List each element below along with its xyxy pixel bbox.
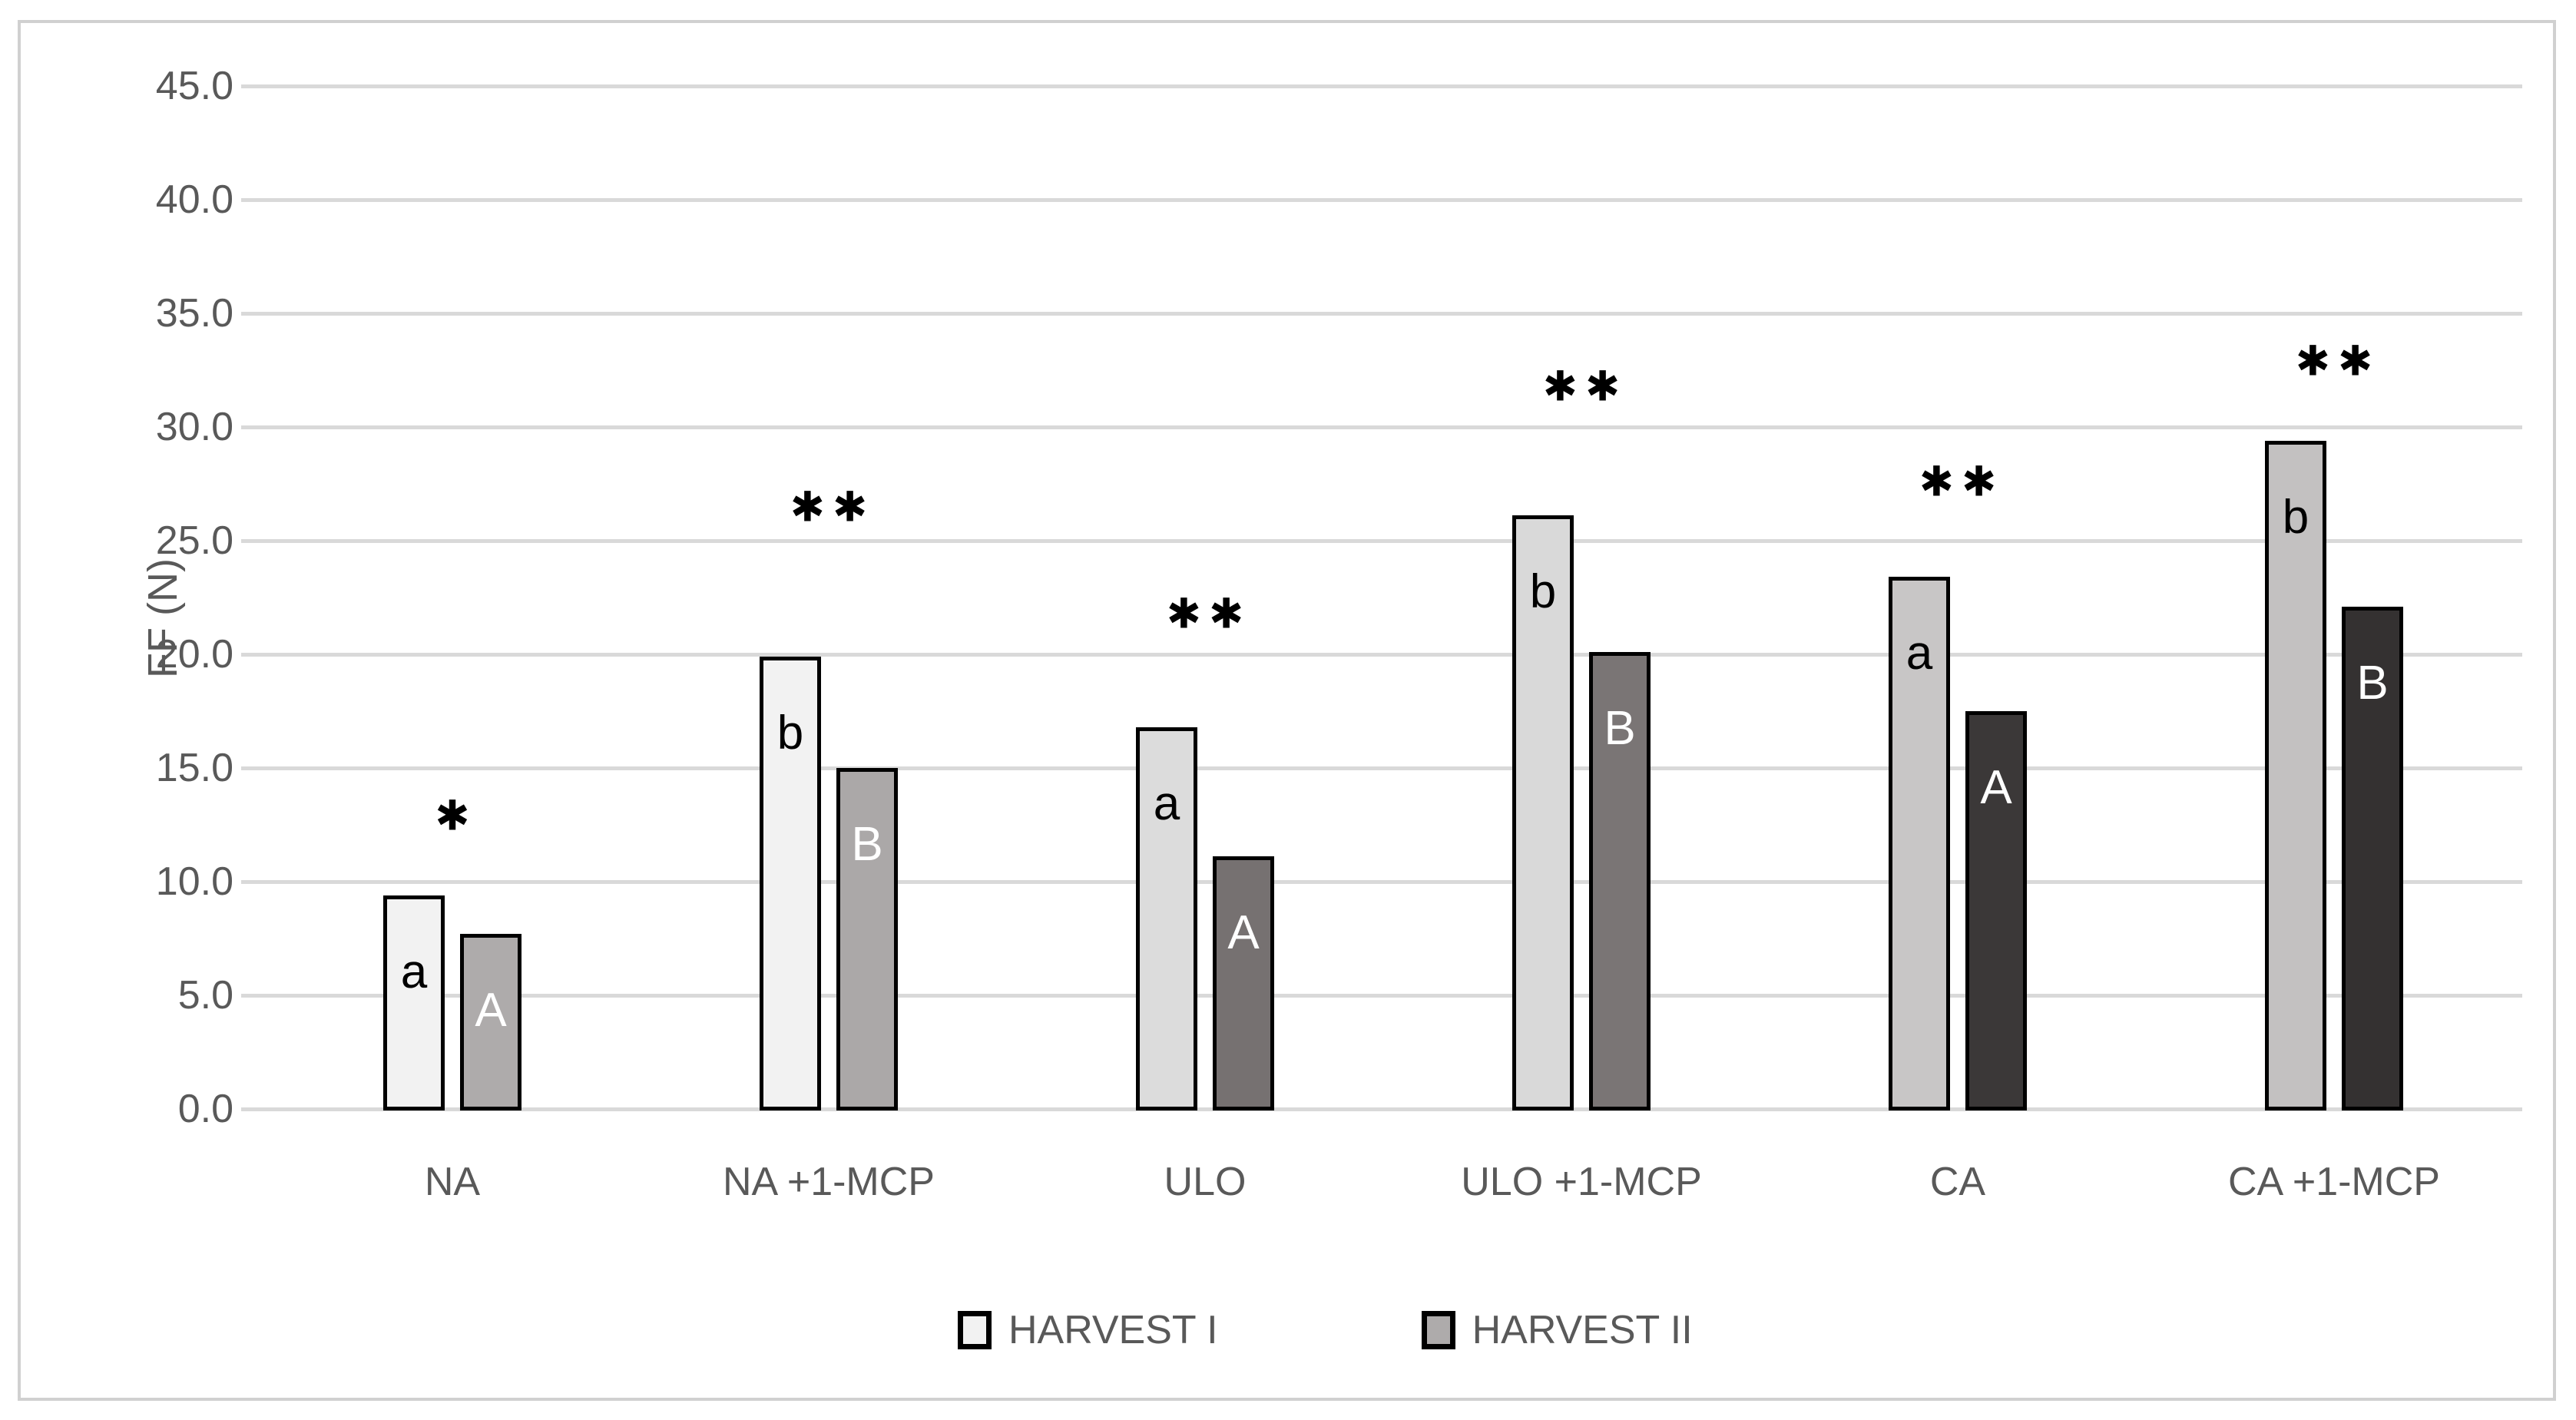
bar-CA-HARVEST II: A <box>1965 711 2027 1111</box>
significance-marker-CA +1-MCP: ✱✱ <box>2295 338 2381 385</box>
bar-CA +1-MCP-HARVEST II: B <box>2342 606 2403 1111</box>
y-tick-label: 45.0 <box>155 64 233 108</box>
bar-letter: A <box>1980 761 2012 814</box>
x-category-label: CA +1-MCP <box>2228 1160 2440 1204</box>
significance-marker-ULO: ✱✱ <box>1166 591 1252 637</box>
significance-marker-CA: ✱✱ <box>1919 458 2005 505</box>
bar-letter: a <box>400 945 428 998</box>
bar-ULO-HARVEST II: A <box>1213 856 1274 1111</box>
bar-letter: a <box>1153 776 1180 830</box>
y-tick-label: 35.0 <box>155 291 233 336</box>
gridline-10.0 <box>241 880 2522 884</box>
bar-ULO +1-MCP-HARVEST I: b <box>1512 515 1574 1111</box>
bar-CA-HARVEST I: a <box>1889 577 1950 1111</box>
significance-marker-ULO +1-MCP: ✱✱ <box>1542 363 1628 410</box>
bar-ULO-HARVEST I: a <box>1136 727 1197 1111</box>
x-category-label: ULO <box>1164 1160 1247 1204</box>
gridline-45.0 <box>241 84 2522 88</box>
bar-NA-HARVEST II: A <box>460 934 521 1111</box>
gridline-25.0 <box>241 539 2522 543</box>
bar-letter: A <box>1227 906 1260 960</box>
gridline-40.0 <box>241 198 2522 202</box>
figure-frame: FF (N) HARVEST I HARVEST II 0.0 5.0 10.0 15… <box>18 20 2556 1401</box>
bar-NA-HARVEST I: a <box>383 895 445 1111</box>
significance-marker-NA +1-MCP: ✱✱ <box>790 484 876 531</box>
legend-swatch-harvest-2 <box>1421 1311 1455 1349</box>
legend-swatch-harvest-1 <box>958 1311 992 1349</box>
y-tick-label: 10.0 <box>155 859 233 904</box>
y-tick-label: 5.0 <box>177 973 233 1018</box>
legend-item-harvest-1: HARVEST I <box>958 1307 1218 1353</box>
y-tick-label: 25.0 <box>155 518 233 563</box>
bar-letter: b <box>2282 490 2309 544</box>
bar-letter: B <box>851 818 883 871</box>
bar-letter: b <box>1529 565 1557 619</box>
bar-letter: B <box>2356 656 2389 710</box>
legend-label-harvest-2: HARVEST II <box>1472 1308 1693 1352</box>
bar-letter: b <box>776 706 804 760</box>
bar-NA +1-MCP-HARVEST I: b <box>760 656 821 1111</box>
gridline-15.0 <box>241 766 2522 770</box>
gridline-0.0 <box>241 1107 2522 1111</box>
y-tick-label: 0.0 <box>177 1087 233 1131</box>
gridline-35.0 <box>241 312 2522 316</box>
significance-marker-NA: ✱ <box>435 793 478 839</box>
bar-letter: B <box>1604 702 1636 756</box>
bar-CA +1-MCP-HARVEST I: b <box>2265 440 2326 1111</box>
bar-letter: A <box>475 984 507 1038</box>
gridline-30.0 <box>241 425 2522 429</box>
plot-area: FF (N) HARVEST I HARVEST II 0.0 5.0 10.0 15… <box>21 23 2553 1398</box>
bar-ULO +1-MCP-HARVEST II: B <box>1589 652 1651 1111</box>
y-tick-label: 15.0 <box>155 746 233 790</box>
x-category-label: NA +1-MCP <box>723 1160 935 1204</box>
y-tick-label: 30.0 <box>155 405 233 449</box>
gridline-5.0 <box>241 994 2522 998</box>
legend-label-harvest-1: HARVEST I <box>1008 1308 1218 1352</box>
y-tick-label: 20.0 <box>155 632 233 677</box>
x-category-label: ULO +1-MCP <box>1461 1160 1702 1204</box>
bar-NA +1-MCP-HARVEST II: B <box>836 768 898 1111</box>
gridline-20.0 <box>241 653 2522 657</box>
x-category-label: CA <box>1929 1160 1986 1204</box>
bar-letter: a <box>1906 627 1933 680</box>
y-tick-label: 40.0 <box>155 177 233 222</box>
x-category-label: NA <box>424 1160 481 1204</box>
legend-item-harvest-2: HARVEST II <box>1421 1307 1693 1353</box>
legend: HARVEST I HARVEST II <box>958 1307 1693 1353</box>
